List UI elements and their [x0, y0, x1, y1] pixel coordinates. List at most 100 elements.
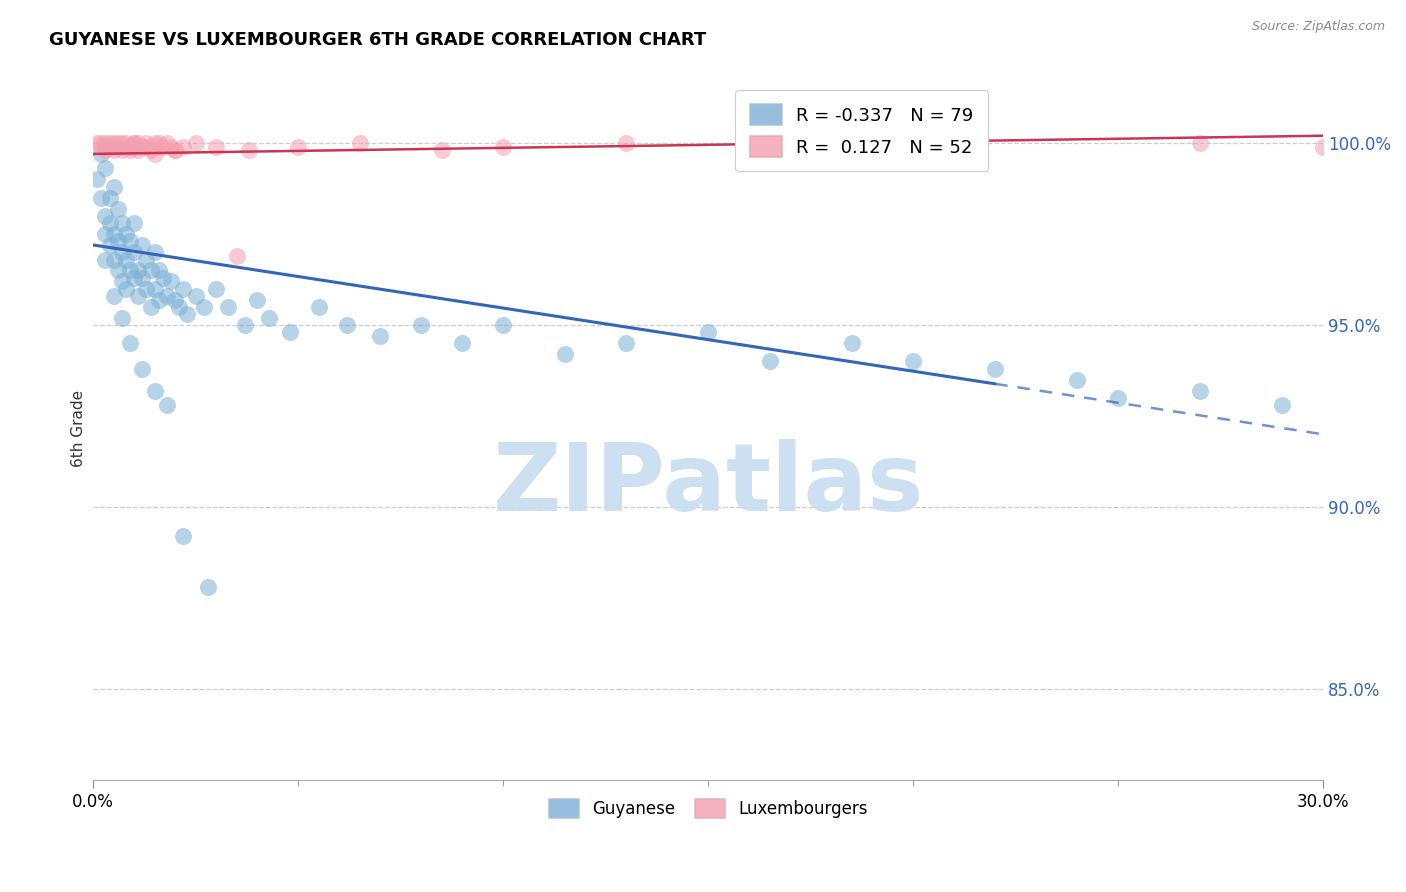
Point [160, 139, 183, 153]
Point [103, 252, 125, 267]
Text: GUYANESE VS LUXEMBOURGER 6TH GRADE CORRELATION CHART: GUYANESE VS LUXEMBOURGER 6TH GRADE CORRE… [49, 31, 706, 49]
Point [184, 136, 207, 150]
Point [98, 238, 121, 252]
Point [94, 161, 117, 176]
Point [94, 136, 117, 150]
Point [135, 282, 157, 296]
Legend: Guyanese, Luxembourgers: Guyanese, Luxembourgers [541, 792, 875, 825]
Point [98, 139, 121, 153]
Point [779, 143, 801, 157]
Point [115, 136, 138, 150]
Point [115, 252, 138, 267]
Point [697, 326, 720, 340]
Point [1107, 391, 1129, 405]
Point [143, 139, 166, 153]
Point [120, 235, 142, 249]
Point [246, 293, 269, 307]
Point [86, 136, 108, 150]
Point [984, 361, 1007, 376]
Point [259, 310, 281, 325]
Point [127, 143, 149, 157]
Point [492, 139, 515, 153]
Point [122, 139, 145, 153]
Point [614, 136, 637, 150]
Point [172, 139, 194, 153]
Point [165, 293, 187, 307]
Point [901, 354, 924, 368]
Point [205, 282, 228, 296]
Point [554, 347, 576, 361]
Point [156, 398, 179, 412]
Text: Source: ZipAtlas.com: Source: ZipAtlas.com [1251, 20, 1385, 33]
Point [94, 139, 117, 153]
Point [122, 245, 145, 260]
Point [115, 139, 138, 153]
Point [107, 263, 129, 277]
Point [98, 191, 121, 205]
Point [165, 143, 187, 157]
Point [135, 139, 157, 153]
Point [368, 329, 391, 343]
Point [943, 139, 966, 153]
Point [143, 282, 166, 296]
Point [1189, 384, 1212, 398]
Point [492, 318, 515, 332]
Point [115, 282, 138, 296]
Point [120, 336, 142, 351]
Point [139, 300, 162, 314]
Point [184, 289, 207, 303]
Point [94, 227, 117, 241]
Point [143, 147, 166, 161]
Point [135, 252, 157, 267]
Point [278, 326, 301, 340]
Point [103, 136, 125, 150]
Point [103, 289, 125, 303]
Point [111, 310, 134, 325]
Point [225, 249, 247, 263]
Point [411, 318, 433, 332]
Point [103, 227, 125, 241]
Point [90, 139, 112, 153]
Point [131, 238, 153, 252]
Point [107, 235, 129, 249]
Point [143, 245, 166, 260]
Point [197, 580, 219, 594]
Point [86, 172, 108, 186]
Point [1189, 136, 1212, 150]
Point [122, 270, 145, 285]
Point [841, 336, 863, 351]
Point [336, 318, 359, 332]
Point [111, 216, 134, 230]
Point [122, 136, 145, 150]
Point [349, 136, 371, 150]
Point [143, 136, 166, 150]
Point [148, 136, 170, 150]
Point [172, 282, 194, 296]
Point [165, 143, 187, 157]
Point [143, 384, 166, 398]
Point [451, 336, 474, 351]
Point [98, 136, 121, 150]
Point [160, 274, 183, 288]
Point [127, 263, 149, 277]
Point [127, 289, 149, 303]
Point [238, 143, 260, 157]
Point [120, 139, 142, 153]
Point [120, 143, 142, 157]
Text: ZIPatlas: ZIPatlas [492, 439, 924, 531]
Point [139, 263, 162, 277]
Point [758, 354, 780, 368]
Point [135, 136, 157, 150]
Point [111, 136, 134, 150]
Point [614, 336, 637, 351]
Point [115, 227, 138, 241]
Point [103, 143, 125, 157]
Point [94, 143, 117, 157]
Point [193, 300, 215, 314]
Point [131, 139, 153, 153]
Point [107, 136, 129, 150]
Point [111, 274, 134, 288]
Point [131, 361, 153, 376]
Point [233, 318, 256, 332]
Point [103, 139, 125, 153]
